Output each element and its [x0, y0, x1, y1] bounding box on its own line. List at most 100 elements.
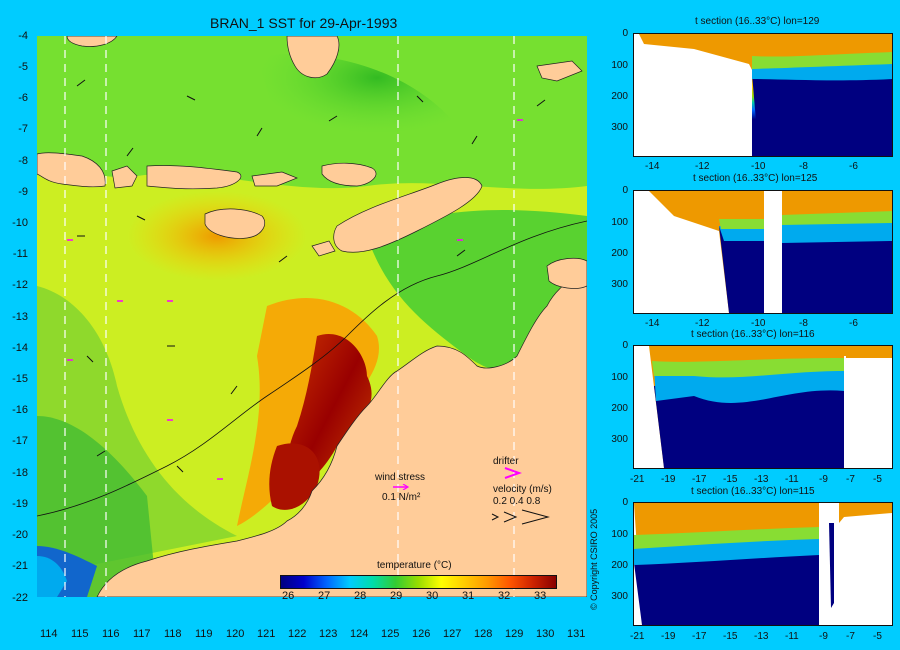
land-sumba: [204, 208, 266, 239]
wind-vectors: [76, 79, 546, 473]
section-title-2: t section (16..33°C) lon=125: [693, 173, 818, 184]
x-tick: -12: [695, 161, 710, 172]
land-east-1: [546, 257, 588, 289]
colorbar-tick: 29: [390, 590, 403, 602]
x-tick: -6: [849, 161, 858, 172]
sea-green-sw: [37, 416, 157, 597]
section-panel-3-svg: [649, 346, 892, 468]
y-tick: 0: [622, 340, 628, 351]
lat-tick: -11: [12, 248, 28, 260]
y-tick: 200: [611, 248, 628, 259]
lat-tick: -15: [12, 373, 28, 385]
lon-tick: 121: [257, 628, 276, 640]
x-tick: -6: [849, 318, 858, 329]
sst-map-svg: [36, 35, 588, 598]
section-panel-2: [633, 190, 893, 314]
x-tick: -17: [692, 631, 707, 642]
velocity-label: velocity (m/s): [493, 484, 552, 495]
colorbar-tick: 30: [426, 590, 439, 602]
lat-tick: -7: [18, 123, 28, 135]
lon-tick: 122: [288, 628, 307, 640]
x-tick: -19: [661, 631, 676, 642]
lat-tick: -12: [12, 279, 28, 291]
y-tick: 100: [611, 372, 628, 383]
x-tick: -8: [799, 161, 808, 172]
lat-tick: -16: [12, 404, 28, 416]
lat-tick: -22: [12, 592, 28, 604]
land-north-2: [66, 35, 118, 47]
colorbar-ticks: 26 27 28 29 30 31 32 33: [280, 590, 560, 604]
colorbar: [280, 575, 557, 589]
lat-tick: -5: [18, 61, 28, 73]
x-tick: -7: [846, 474, 855, 485]
lon-tick: 114: [40, 628, 58, 640]
y-tick: 300: [611, 122, 628, 133]
lat-tick: -21: [12, 560, 28, 572]
x-tick: -17: [692, 474, 707, 485]
lat-tick: -13: [12, 311, 28, 323]
section-panel-4-svg: [634, 503, 892, 625]
lat-tick: -19: [12, 498, 28, 510]
x-tick: -14: [645, 318, 660, 329]
land-rote: [311, 240, 336, 257]
section-panel-2-svg: [649, 191, 892, 313]
colorbar-tick: 32: [498, 590, 511, 602]
colorbar-tick: 28: [354, 590, 367, 602]
lat-tick: -14: [12, 342, 28, 354]
x-tick: -15: [723, 474, 738, 485]
x-tick: -5: [873, 631, 882, 642]
drifter-icon: [504, 467, 522, 479]
lon-tick: 124: [350, 628, 369, 640]
section-title-4: t section (16..33°C) lon=115: [691, 486, 815, 497]
wind-stress-value: 0.1 N/m²: [382, 492, 421, 503]
copyright: © Copyright CSIRO 2005: [589, 508, 599, 610]
section-panel-3: [633, 345, 893, 469]
y-tick: 100: [611, 60, 628, 71]
land-north-1: [286, 35, 340, 79]
x-tick: -21: [630, 474, 645, 485]
sea-green-patch: [257, 54, 457, 149]
y-tick: 200: [611, 403, 628, 414]
lon-tick: 115: [71, 628, 89, 640]
land-island-1: [111, 165, 138, 189]
land-sumbawa: [36, 152, 106, 188]
x-tick: -12: [695, 318, 710, 329]
lon-tick: 130: [536, 628, 555, 640]
x-tick: -13: [754, 631, 769, 642]
land-australia: [96, 265, 588, 598]
drifter-label: drifter: [493, 456, 519, 467]
lat-tick: -9: [18, 186, 28, 198]
y-tick: 200: [611, 91, 628, 102]
y-tick: 300: [611, 279, 628, 290]
lat-tick: -6: [18, 92, 28, 104]
drifters: [67, 119, 523, 480]
x-tick: -10: [751, 318, 766, 329]
x-tick: -19: [661, 474, 676, 485]
x-tick: -14: [645, 161, 660, 172]
section-panel-4: [633, 502, 893, 626]
lon-tick: 131: [567, 628, 586, 640]
lon-tick: 127: [443, 628, 462, 640]
y-tick: 300: [611, 591, 628, 602]
sea-hot-2: [269, 443, 320, 510]
wind-stress-label: wind stress: [375, 472, 426, 483]
section-title-1: t section (16..33°C) lon=129: [695, 16, 820, 27]
sea-cold-sw-2: [37, 556, 67, 597]
lat-tick: -18: [12, 467, 28, 479]
map-title: BRAN_1 SST for 29-Apr-1993: [210, 15, 398, 31]
y-tick: 200: [611, 560, 628, 571]
x-tick: -9: [819, 474, 828, 485]
y-tick: 0: [622, 185, 628, 196]
lon-tick: 116: [102, 628, 120, 640]
lon-tick: 120: [226, 628, 245, 640]
velocity-arrows: [491, 509, 550, 525]
x-tick: -8: [799, 318, 808, 329]
lat-tick: -20: [12, 529, 28, 541]
lat-tick: -17: [12, 435, 28, 447]
land-flores: [146, 165, 242, 190]
colorbar-tick: 31: [462, 590, 475, 602]
y-tick: 100: [611, 529, 628, 540]
colorbar-tick: 26: [282, 590, 295, 602]
x-tick: -13: [754, 474, 769, 485]
lon-tick: 125: [381, 628, 400, 640]
